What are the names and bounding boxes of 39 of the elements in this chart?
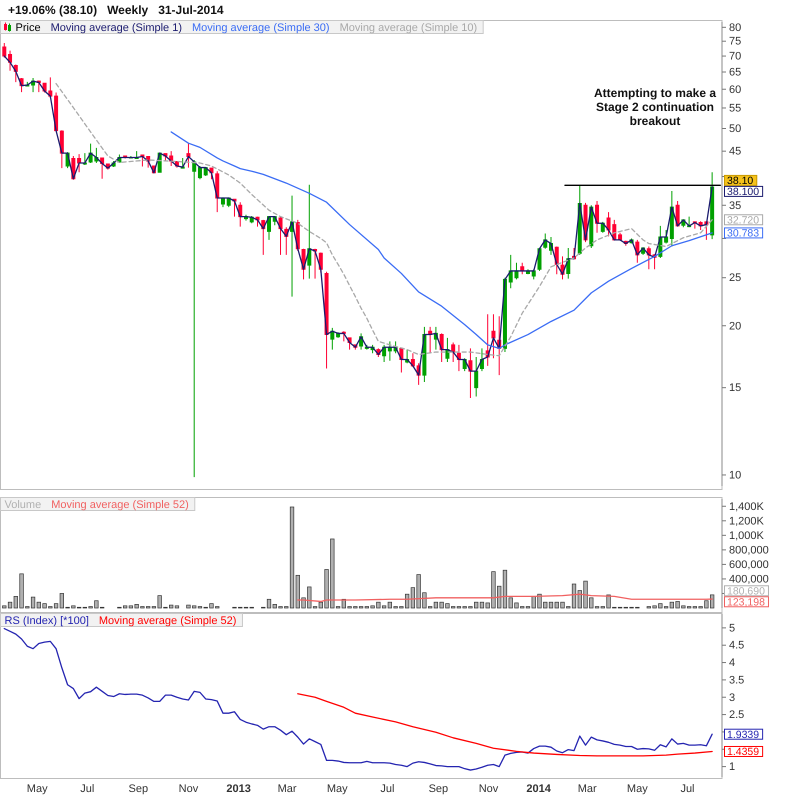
text: Moving average (Simple 52)	[98, 614, 236, 627]
y-tick-label: 800,000	[729, 544, 769, 556]
x-tick-label: Jul	[680, 782, 694, 795]
y-tick-label: 1,400K	[729, 500, 765, 513]
y-tick-label: 4.5	[729, 640, 744, 652]
y-tick-label: 1	[729, 761, 736, 774]
y-tick-label: 1,200K	[729, 515, 765, 528]
x-tick-label: Nov	[178, 782, 199, 795]
x-tick-label: May	[626, 782, 648, 795]
y-tick-label: 4	[729, 657, 736, 670]
x-tick-label: Nov	[478, 782, 499, 795]
y-tick-label: 1,000K	[729, 530, 765, 542]
y-tick-label: 5	[729, 622, 736, 634]
x-tick-label: Jul	[80, 782, 94, 795]
y-tick-label: 400,000	[729, 573, 769, 586]
y-tick-label: 20	[729, 320, 742, 332]
y-tick-label: 3	[729, 692, 736, 704]
x-tick-label: May	[326, 782, 348, 795]
data-label: 1.4359	[727, 746, 760, 758]
annotation: 180,690	[727, 585, 766, 598]
y-tick-label: 15	[729, 382, 742, 394]
x-tick-label: May	[26, 782, 48, 795]
x-tick-label: Mar	[578, 782, 597, 795]
x-tick-label: Sep	[128, 782, 148, 795]
x-tick-label: 2013	[226, 782, 251, 795]
x-tick-label: Mar	[278, 782, 297, 795]
x-tick-label: Sep	[428, 782, 448, 795]
text: Volume	[4, 498, 42, 511]
y-tick-label: 600,000	[729, 558, 769, 571]
y-tick-label: 3.5	[729, 674, 744, 686]
data-label: 1.9339	[727, 728, 760, 741]
series-label: RS (Index) [*100]	[4, 614, 89, 627]
y-tick-label: 10	[729, 469, 742, 482]
text: Moving average (Simple 52)	[51, 498, 189, 511]
y-tick-label: 2.5	[729, 709, 744, 722]
x-tick-label: Jul	[380, 782, 394, 795]
data-label: 123,198	[727, 596, 766, 608]
y-tick-label: 25	[729, 272, 742, 284]
x-tick-label: 2014	[526, 782, 552, 795]
